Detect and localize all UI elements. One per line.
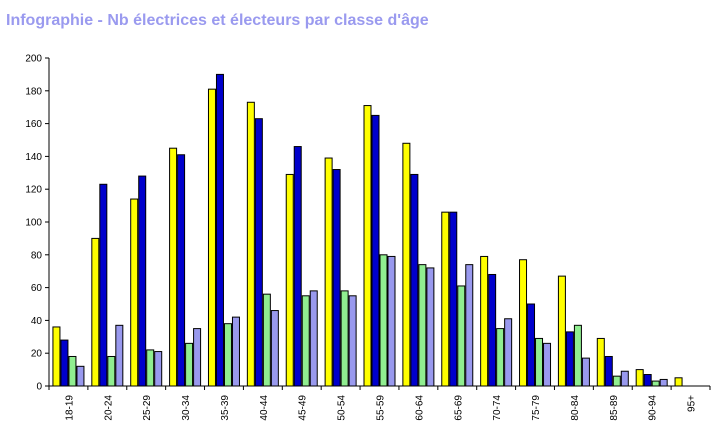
bar-65-69-series-1 xyxy=(441,211,450,387)
bar-55-59-series-1 xyxy=(363,105,372,387)
bar-25-29-series-3 xyxy=(146,349,155,387)
bar-45-49-series-2 xyxy=(293,146,302,387)
bar-35-39-series-4 xyxy=(231,316,240,387)
bar-75-79-series-3 xyxy=(535,337,544,387)
bar-40-44-series-2 xyxy=(254,118,263,387)
y-tick-label: 180 xyxy=(25,86,42,97)
y-tick-label: 120 xyxy=(25,185,42,196)
chart-tick-labels: 0 20 40 60 80 100 120 140 160 180 200 18-19 20-24 25-… xyxy=(25,54,697,421)
bar-25-29-series-1 xyxy=(130,198,139,387)
bar-80-84-series-1 xyxy=(557,275,566,387)
bar-30-34-series-1 xyxy=(169,147,178,387)
bar-90-94-series-1 xyxy=(635,369,644,387)
bar-18-19-series-4 xyxy=(76,365,85,387)
bar-18-19-series-2 xyxy=(60,339,69,387)
y-tick-label: 80 xyxy=(31,250,43,261)
bar-85-89-series-4 xyxy=(620,370,629,387)
y-tick-label: 100 xyxy=(25,218,42,229)
bar-95+-series-1 xyxy=(674,377,683,387)
bar-40-44-series-1 xyxy=(246,101,255,387)
y-tick-label: 140 xyxy=(25,152,42,163)
bar-70-74-series-1 xyxy=(480,255,489,387)
x-tick-label: 75-79 xyxy=(531,395,542,421)
bar-65-69-series-2 xyxy=(449,211,458,387)
bar-45-49-series-3 xyxy=(301,295,310,387)
bar-70-74-series-3 xyxy=(496,328,505,387)
bar-40-44-series-3 xyxy=(262,293,271,387)
bar-25-29-series-4 xyxy=(154,351,163,387)
bar-20-24-series-3 xyxy=(107,355,116,387)
bar-45-49-series-1 xyxy=(285,173,294,387)
y-tick-label: 160 xyxy=(25,119,42,130)
bar-60-64-series-4 xyxy=(426,267,435,387)
chart-bars xyxy=(52,73,683,387)
bar-50-54-series-1 xyxy=(324,157,333,387)
x-tick-label: 65-69 xyxy=(453,395,464,421)
x-tick-label: 35-39 xyxy=(220,395,231,421)
bar-55-59-series-3 xyxy=(379,254,388,387)
x-tick-label: 80-84 xyxy=(570,395,581,421)
bar-70-74-series-4 xyxy=(504,318,513,387)
bar-85-89-series-1 xyxy=(596,337,605,387)
bar-80-84-series-4 xyxy=(581,357,590,387)
bar-85-89-series-3 xyxy=(612,375,621,387)
bar-35-39-series-2 xyxy=(215,73,224,387)
bar-30-34-series-4 xyxy=(193,328,202,387)
bar-80-84-series-3 xyxy=(573,324,582,387)
bar-90-94-series-4 xyxy=(659,378,668,387)
bar-75-79-series-2 xyxy=(527,303,536,387)
x-tick-label: 40-44 xyxy=(259,395,270,421)
x-tick-label: 85-89 xyxy=(609,395,620,421)
bar-50-54-series-4 xyxy=(348,295,357,387)
x-tick-label: 18-19 xyxy=(64,395,75,421)
bar-40-44-series-4 xyxy=(270,310,279,387)
x-tick-label: 20-24 xyxy=(103,395,114,421)
bar-30-34-series-2 xyxy=(177,154,186,387)
bar-60-64-series-3 xyxy=(418,264,427,387)
bar-90-94-series-2 xyxy=(643,374,652,387)
bar-80-84-series-2 xyxy=(565,331,574,387)
x-tick-label: 95+ xyxy=(687,395,698,412)
x-tick-label: 70-74 xyxy=(492,395,503,421)
x-tick-label: 25-29 xyxy=(142,395,153,421)
y-tick-label: 200 xyxy=(25,54,42,65)
y-tick-label: 40 xyxy=(31,316,43,327)
y-tick-label: 60 xyxy=(31,283,43,294)
bar-35-39-series-3 xyxy=(223,323,232,387)
bar-75-79-series-1 xyxy=(519,259,528,387)
bar-45-49-series-4 xyxy=(309,290,318,387)
y-tick-label: 20 xyxy=(31,349,43,360)
x-tick-label: 50-54 xyxy=(337,395,348,421)
bar-35-39-series-1 xyxy=(207,88,216,387)
bar-65-69-series-3 xyxy=(457,285,466,387)
x-tick-label: 45-49 xyxy=(298,395,309,421)
bar-75-79-series-4 xyxy=(543,342,552,387)
bar-20-24-series-1 xyxy=(91,237,100,387)
bar-20-24-series-2 xyxy=(99,183,108,387)
y-tick-label: 0 xyxy=(36,382,42,393)
bar-18-19-series-3 xyxy=(68,355,77,387)
chart-title: Infographie - Nb électrices et électeurs… xyxy=(6,12,429,29)
x-tick-label: 30-34 xyxy=(181,395,192,421)
bar-85-89-series-2 xyxy=(604,355,613,387)
bar-65-69-series-4 xyxy=(465,264,474,387)
bar-55-59-series-2 xyxy=(371,114,380,387)
x-tick-label: 60-64 xyxy=(414,395,425,421)
bar-18-19-series-1 xyxy=(52,326,61,387)
bar-25-29-series-2 xyxy=(138,175,147,387)
bar-55-59-series-4 xyxy=(387,255,396,387)
bar-60-64-series-1 xyxy=(402,142,411,387)
x-tick-label: 55-59 xyxy=(376,395,387,421)
bar-20-24-series-4 xyxy=(115,324,124,387)
bar-60-64-series-2 xyxy=(410,173,419,387)
bar-50-54-series-2 xyxy=(332,169,341,387)
bar-90-94-series-3 xyxy=(651,380,660,387)
x-tick-label: 90-94 xyxy=(648,395,659,421)
bar-50-54-series-3 xyxy=(340,290,349,387)
bar-70-74-series-2 xyxy=(488,273,497,387)
bar-30-34-series-3 xyxy=(185,342,194,387)
